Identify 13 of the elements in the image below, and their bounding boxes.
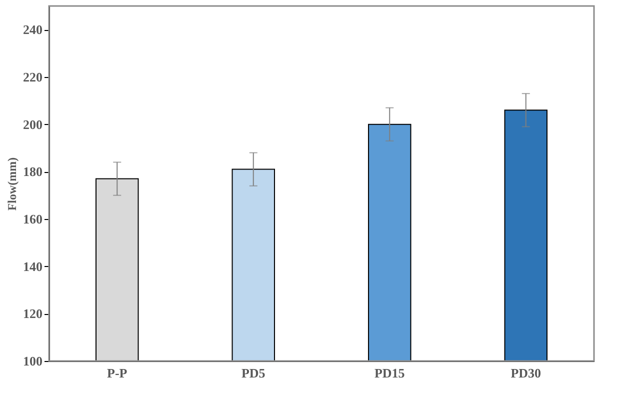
y-tick-label: 220 bbox=[23, 70, 42, 84]
y-axis-title: Flow(mm) bbox=[5, 157, 19, 211]
x-tick-label: P-P bbox=[107, 366, 128, 380]
x-tick-label: PD5 bbox=[241, 366, 266, 380]
y-tick-label: 140 bbox=[23, 258, 42, 274]
y-tick-label: 160 bbox=[23, 212, 42, 226]
y-tick-label: 100 bbox=[23, 354, 42, 368]
x-tick-label: PD15 bbox=[374, 366, 406, 380]
y-tick-label: 240 bbox=[23, 22, 42, 38]
y-tick-label: 180 bbox=[23, 164, 42, 180]
y-tick-label: 200 bbox=[23, 116, 42, 132]
x-tick-label: PD30 bbox=[510, 366, 542, 380]
y-tick-label: 120 bbox=[23, 306, 42, 322]
